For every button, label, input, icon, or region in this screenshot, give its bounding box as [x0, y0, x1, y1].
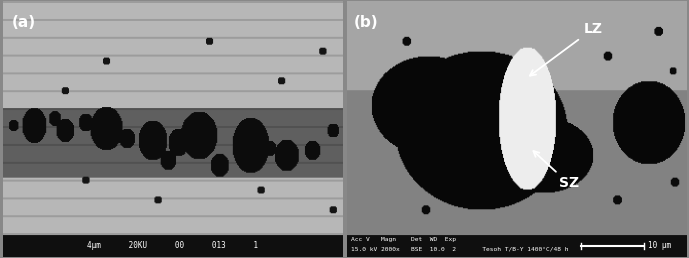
Text: Acc V   Magn    Det  WD  Exp: Acc V Magn Det WD Exp	[351, 237, 456, 242]
Text: 10 μm: 10 μm	[648, 241, 672, 250]
Text: 15.0 kV 2000x   BSE  10.0  2       Tesoh T/B-Y 1400°C/48 h: 15.0 kV 2000x BSE 10.0 2 Tesoh T/B-Y 140…	[351, 247, 569, 252]
Text: (b): (b)	[354, 15, 379, 30]
Text: LZ: LZ	[530, 22, 602, 76]
Text: SZ: SZ	[533, 151, 579, 190]
Text: 4μm      20KU      00      013      1: 4μm 20KU 00 013 1	[88, 241, 258, 250]
Text: (a): (a)	[12, 15, 36, 30]
